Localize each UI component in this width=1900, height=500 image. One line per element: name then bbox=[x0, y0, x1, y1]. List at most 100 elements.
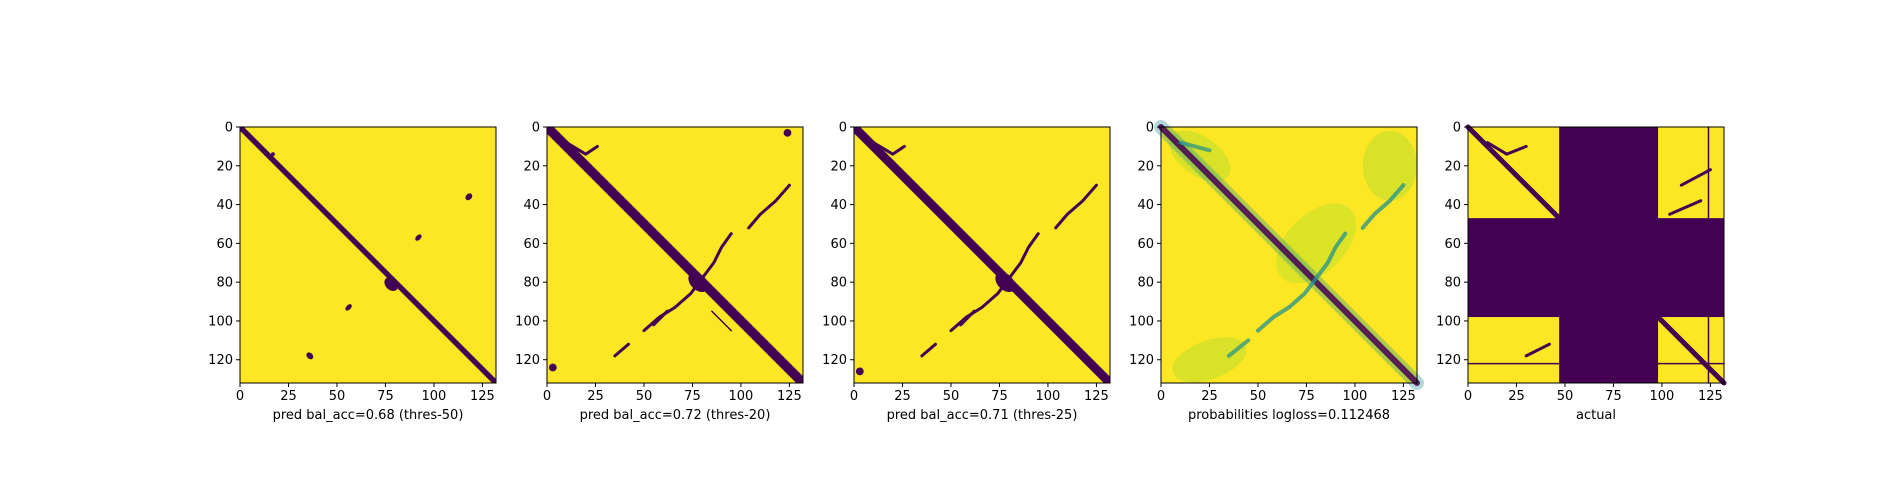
x-tick-label: 25 bbox=[1201, 389, 1218, 404]
y-tick-label: 120 bbox=[208, 353, 233, 368]
y-tick-label: 80 bbox=[1444, 276, 1461, 291]
y-tick-label: 40 bbox=[830, 198, 847, 213]
y-tick-label: 80 bbox=[523, 276, 540, 291]
contact-blob bbox=[384, 277, 399, 291]
y-tick-label: 40 bbox=[1444, 198, 1461, 213]
y-tick-label: 0 bbox=[1146, 121, 1154, 136]
x-tick-label: 125 bbox=[1391, 389, 1416, 404]
masked-cols bbox=[1559, 127, 1659, 383]
x-axis-label: pred bal_acc=0.72 (thres-20) bbox=[580, 408, 771, 423]
axes-frame bbox=[239, 126, 497, 384]
anti-diagonal-contact bbox=[747, 183, 791, 230]
y-tick-label: 80 bbox=[1137, 276, 1154, 291]
x-tick-label: 100 bbox=[1343, 389, 1368, 404]
contact-stroke bbox=[1226, 338, 1251, 358]
x-tick-label: 100 bbox=[1036, 389, 1061, 404]
y-tick-label: 60 bbox=[1444, 237, 1461, 252]
y-tick-label: 40 bbox=[1137, 198, 1154, 213]
y-tick-label: 20 bbox=[523, 159, 540, 174]
axes-frame bbox=[1467, 126, 1725, 384]
y-tick-label: 40 bbox=[523, 198, 540, 213]
x-tick-label: 25 bbox=[280, 389, 297, 404]
panel-4: 0 25 50 75 100 125 0 20 40 60 80 100 120 probabilitie… bbox=[1129, 120, 1424, 423]
anti-diagonal-contact bbox=[1360, 183, 1406, 230]
contact-blob bbox=[271, 152, 275, 157]
diagonal-band bbox=[547, 127, 803, 383]
contact-blob bbox=[995, 272, 1016, 293]
x-tick-label: 25 bbox=[894, 389, 911, 404]
x-tick-label: 50 bbox=[943, 389, 960, 404]
y-tick-label: 80 bbox=[216, 276, 233, 291]
diagonal-band bbox=[1465, 124, 1562, 221]
contact-blob bbox=[855, 367, 864, 376]
contact-stroke bbox=[711, 310, 732, 332]
diagonal-band bbox=[1655, 314, 1727, 386]
y-tick-label: 120 bbox=[1436, 353, 1461, 368]
anti-diagonal-contact bbox=[1255, 231, 1348, 333]
contact-stroke bbox=[564, 141, 599, 156]
y-tick-label: 100 bbox=[515, 314, 540, 329]
x-tick-label: 125 bbox=[1084, 389, 1109, 404]
x-tick-label: 50 bbox=[1250, 389, 1267, 404]
contact-blob bbox=[415, 234, 422, 241]
panel-1: 0 25 50 75 100 125 0 20 40 60 80 100 120 pred bal_acc… bbox=[208, 121, 497, 423]
x-tick-label: 75 bbox=[1605, 389, 1622, 404]
x-tick-label: 0 bbox=[543, 389, 551, 404]
x-tick-label: 75 bbox=[377, 389, 394, 404]
x-tick-label: 125 bbox=[1698, 389, 1723, 404]
x-tick-label: 50 bbox=[329, 389, 346, 404]
contact-stroke bbox=[959, 309, 976, 327]
contact-stroke bbox=[871, 141, 906, 156]
y-tick-label: 20 bbox=[216, 159, 233, 174]
contact-stroke bbox=[1679, 168, 1712, 187]
axes-frame bbox=[853, 126, 1111, 384]
panel-3: 0 25 50 75 100 125 0 20 40 60 80 100 120 pred bal_acc… bbox=[822, 121, 1111, 423]
contact-stroke bbox=[1178, 140, 1212, 153]
y-tick-label: 100 bbox=[1129, 314, 1154, 329]
panel-2: 0 25 50 75 100 125 0 20 40 60 80 100 120 pred bal_acc… bbox=[515, 121, 804, 423]
noise-region bbox=[1172, 337, 1247, 383]
diagonal-band bbox=[1158, 124, 1420, 386]
contact-blob bbox=[306, 352, 314, 360]
x-tick-label: 75 bbox=[684, 389, 701, 404]
y-tick-label: 0 bbox=[839, 121, 847, 136]
anti-diagonal-contact bbox=[1054, 183, 1098, 230]
axes-frame bbox=[546, 126, 804, 384]
y-tick-label: 80 bbox=[830, 276, 847, 291]
y-tick-label: 0 bbox=[225, 121, 233, 136]
y-tick-label: 0 bbox=[532, 121, 540, 136]
x-tick-label: 75 bbox=[1298, 389, 1315, 404]
y-tick-label: 20 bbox=[1137, 159, 1154, 174]
y-tick-label: 120 bbox=[822, 353, 847, 368]
contact-blob bbox=[465, 193, 473, 201]
y-tick-label: 20 bbox=[830, 159, 847, 174]
x-tick-label: 25 bbox=[1508, 389, 1525, 404]
x-tick-label: 100 bbox=[1650, 389, 1675, 404]
x-tick-label: 25 bbox=[587, 389, 604, 404]
noise-region bbox=[1362, 130, 1417, 201]
x-tick-label: 75 bbox=[991, 389, 1008, 404]
contact-stroke bbox=[1524, 342, 1551, 358]
x-tick-label: 0 bbox=[1464, 389, 1472, 404]
x-tick-label: 125 bbox=[470, 389, 495, 404]
x-axis-label: probabilities logloss=0.112468 bbox=[1188, 408, 1390, 423]
diagonal-band bbox=[240, 127, 496, 383]
y-tick-label: 60 bbox=[216, 237, 233, 252]
axes-frame bbox=[1160, 126, 1418, 384]
x-axis-label: pred bal_acc=0.71 (thres-25) bbox=[887, 408, 1078, 423]
x-tick-label: 0 bbox=[850, 389, 858, 404]
y-tick-label: 0 bbox=[1453, 121, 1461, 136]
contact-blob bbox=[783, 128, 792, 137]
x-tick-label: 125 bbox=[777, 389, 802, 404]
y-tick-label: 100 bbox=[822, 314, 847, 329]
contact-stroke bbox=[1668, 199, 1703, 216]
y-tick-label: 100 bbox=[1436, 314, 1461, 329]
contact-stroke bbox=[613, 342, 630, 358]
x-tick-label: 0 bbox=[1157, 389, 1165, 404]
x-tick-label: 0 bbox=[236, 389, 244, 404]
y-tick-label: 100 bbox=[208, 314, 233, 329]
contact-stroke bbox=[652, 309, 669, 327]
diagonal-band bbox=[854, 127, 1110, 383]
contact-stroke bbox=[1485, 141, 1528, 156]
